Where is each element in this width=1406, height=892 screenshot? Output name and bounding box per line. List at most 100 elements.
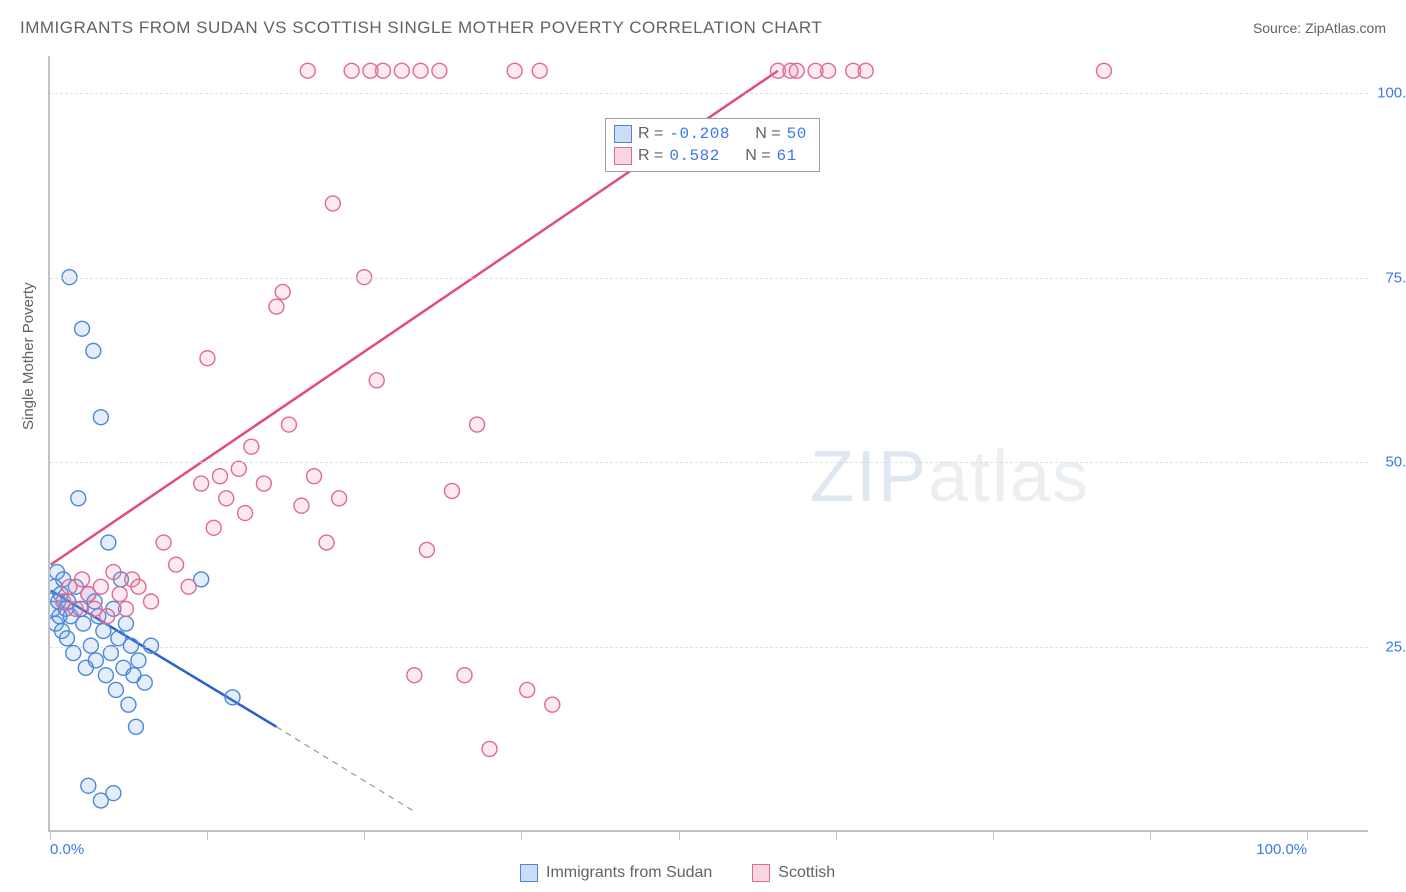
data-point — [101, 535, 116, 550]
trend-line-dashed — [276, 727, 414, 812]
data-point — [332, 491, 347, 506]
stats-legend: R = -0.208 N = 50 R = 0.582 N = 61 — [605, 118, 820, 172]
data-point — [212, 469, 227, 484]
y-axis-label: Single Mother Poverty — [20, 282, 37, 430]
x-tick-label: 0.0% — [50, 841, 84, 858]
data-point — [106, 786, 121, 801]
data-point — [225, 690, 240, 705]
data-point — [244, 439, 259, 454]
gridline — [50, 647, 1368, 648]
data-point — [131, 653, 146, 668]
data-point — [413, 63, 428, 78]
data-point — [532, 63, 547, 78]
data-point — [470, 417, 485, 432]
stats-r-value: -0.208 — [669, 123, 730, 145]
data-point — [545, 697, 560, 712]
gridline — [50, 462, 1368, 463]
y-tick-label: 50.0% — [1385, 454, 1406, 471]
stats-r-value: 0.582 — [669, 145, 720, 167]
data-point — [206, 520, 221, 535]
data-point — [394, 63, 409, 78]
data-point — [60, 631, 75, 646]
data-point — [81, 778, 96, 793]
data-point — [144, 638, 159, 653]
stats-legend-row: R = -0.208 N = 50 — [614, 123, 807, 145]
data-point — [75, 321, 90, 336]
data-point — [93, 410, 108, 425]
x-tick — [50, 830, 51, 840]
data-point — [432, 63, 447, 78]
data-point — [300, 63, 315, 78]
chart-title: IMMIGRANTS FROM SUDAN VS SCOTTISH SINGLE… — [20, 18, 822, 38]
stats-n-value: 50 — [787, 123, 807, 145]
legend-swatch — [614, 147, 632, 165]
x-tick — [679, 830, 680, 840]
title-bar: IMMIGRANTS FROM SUDAN VS SCOTTISH SINGLE… — [20, 18, 1386, 38]
data-point — [96, 623, 111, 638]
y-tick-label: 75.0% — [1385, 269, 1406, 286]
y-tick-label: 100.0% — [1377, 84, 1406, 101]
legend-swatch — [752, 864, 770, 882]
source-label: Source: ZipAtlas.com — [1253, 20, 1386, 36]
data-point — [319, 535, 334, 550]
stats-r-label: R = — [638, 123, 663, 145]
stats-n-label: N = — [755, 123, 780, 145]
data-point — [444, 483, 459, 498]
data-point — [93, 579, 108, 594]
data-point — [275, 284, 290, 299]
data-point — [482, 741, 497, 756]
data-point — [88, 653, 103, 668]
x-tick-label: 100.0% — [1256, 841, 1307, 858]
data-point — [200, 351, 215, 366]
data-point — [156, 535, 171, 550]
stats-n-label: N = — [745, 145, 770, 167]
bottom-legend: Immigrants from Sudan Scottish — [520, 864, 835, 882]
data-point — [520, 682, 535, 697]
x-tick — [993, 830, 994, 840]
data-point — [507, 63, 522, 78]
data-point — [112, 587, 127, 602]
legend-swatch — [614, 125, 632, 143]
data-point — [344, 63, 359, 78]
data-point — [281, 417, 296, 432]
data-point — [137, 675, 152, 690]
data-point — [256, 476, 271, 491]
stats-n-value: 61 — [777, 145, 797, 167]
x-tick — [207, 830, 208, 840]
gridline — [50, 93, 1368, 94]
data-point — [75, 572, 90, 587]
data-point — [100, 609, 115, 624]
data-point — [86, 343, 101, 358]
data-point — [369, 373, 384, 388]
x-tick — [1307, 830, 1308, 840]
stats-r-label: R = — [638, 145, 663, 167]
data-point — [407, 668, 422, 683]
data-point — [231, 461, 246, 476]
scatter-chart — [50, 56, 1368, 830]
data-point — [144, 594, 159, 609]
legend-swatch — [520, 864, 538, 882]
x-tick — [364, 830, 365, 840]
legend-item: Scottish — [752, 864, 835, 882]
legend-label: Immigrants from Sudan — [546, 864, 712, 882]
data-point — [123, 638, 138, 653]
data-point — [169, 557, 184, 572]
x-tick — [521, 830, 522, 840]
data-point — [789, 63, 804, 78]
x-tick — [836, 830, 837, 840]
data-point — [106, 565, 121, 580]
data-point — [71, 491, 86, 506]
stats-legend-row: R = 0.582 N = 61 — [614, 145, 807, 167]
legend-label: Scottish — [778, 864, 835, 882]
data-point — [457, 668, 472, 683]
data-point — [858, 63, 873, 78]
x-tick — [1150, 830, 1151, 840]
data-point — [98, 668, 113, 683]
plot-area: ZIPatlas R = -0.208 N = 50 R = 0.582 N =… — [48, 56, 1368, 832]
data-point — [83, 638, 98, 653]
data-point — [76, 616, 91, 631]
data-point — [194, 476, 209, 491]
y-tick-label: 25.0% — [1385, 639, 1406, 656]
data-point — [325, 196, 340, 211]
data-point — [238, 506, 253, 521]
